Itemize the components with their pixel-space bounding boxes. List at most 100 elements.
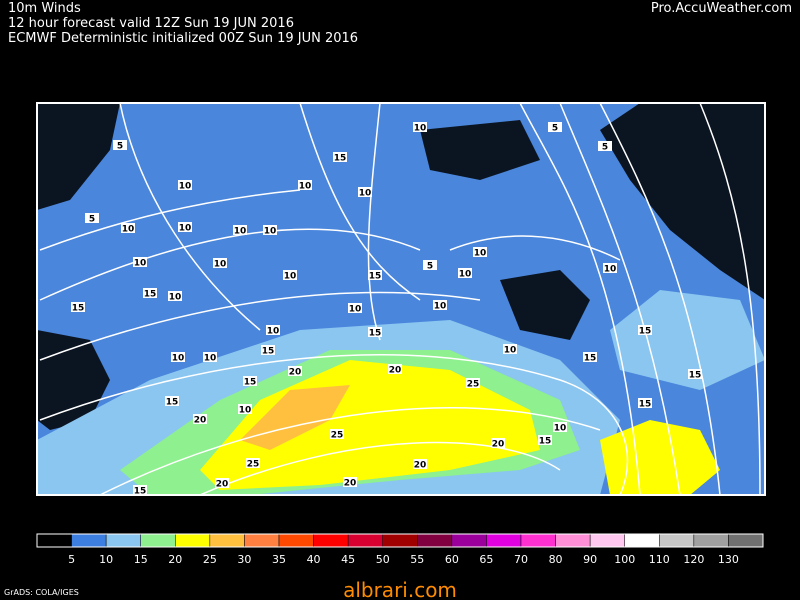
label-box xyxy=(583,352,597,362)
streamline xyxy=(519,102,641,496)
watermark: albrari.com xyxy=(343,578,457,600)
streamline xyxy=(559,102,681,496)
label-box xyxy=(348,303,362,313)
label-box xyxy=(178,180,192,190)
contour-label: 15 xyxy=(262,347,275,357)
streamline xyxy=(367,102,381,341)
subtitle: 12 hour forecast valid 12Z Sun 19 JUN 20… xyxy=(8,16,294,31)
streamline xyxy=(39,354,629,496)
contour-label: 25 xyxy=(467,380,480,390)
legend-label: 100 xyxy=(614,553,635,566)
legend-label: 20 xyxy=(168,553,182,566)
contour-label: 10 xyxy=(604,265,617,275)
label-box xyxy=(548,122,562,132)
legend-label: 50 xyxy=(376,553,390,566)
contour-label: 10 xyxy=(359,189,372,199)
legend-swatch xyxy=(417,533,453,548)
contour-label: 5 xyxy=(427,262,433,272)
legend-label: 5 xyxy=(68,553,75,566)
contour-label: 20 xyxy=(194,416,207,426)
label-box xyxy=(133,257,147,267)
legend-label: 80 xyxy=(549,553,563,566)
label-box xyxy=(333,152,347,162)
label-box xyxy=(466,378,480,388)
contour-label: 10 xyxy=(122,225,135,235)
contour-label: 10 xyxy=(169,293,182,303)
legend-label: 70 xyxy=(514,553,528,566)
legend-swatch xyxy=(520,533,556,548)
wind-area xyxy=(200,360,540,490)
legend-swatch xyxy=(175,533,211,548)
legend-label: 40 xyxy=(307,553,321,566)
label-box xyxy=(638,325,652,335)
label-box xyxy=(433,300,447,310)
legend-label: 110 xyxy=(649,553,670,566)
legend-label: 10 xyxy=(99,553,113,566)
legend-label: 35 xyxy=(272,553,286,566)
label-box xyxy=(603,263,617,273)
label-box xyxy=(368,270,382,280)
label-box xyxy=(171,352,185,362)
streamline xyxy=(39,228,421,301)
site-name: Pro.AccuWeather.com xyxy=(651,1,792,16)
label-box xyxy=(178,222,192,232)
label-box xyxy=(343,477,357,487)
label-box xyxy=(213,258,227,268)
calm-area xyxy=(500,270,590,340)
streamline xyxy=(199,441,561,496)
contour-label: 10 xyxy=(504,346,517,356)
label-box xyxy=(193,414,207,424)
contour-label: 10 xyxy=(239,406,252,416)
map-frame xyxy=(36,102,766,496)
legend-label: 90 xyxy=(583,553,597,566)
wind-area xyxy=(600,420,720,495)
legend-swatch xyxy=(382,533,418,548)
legend-swatch xyxy=(589,533,625,548)
contour-label: 10 xyxy=(214,260,227,270)
legend-swatch xyxy=(140,533,176,548)
contour-label: 5 xyxy=(602,143,608,153)
contour-label: 20 xyxy=(289,368,302,378)
legend-swatch xyxy=(244,533,280,548)
contour-label: 5 xyxy=(89,215,95,225)
calm-area xyxy=(420,120,540,180)
calm-area xyxy=(37,103,120,210)
contour-label: 15 xyxy=(539,437,552,447)
legend-label: 130 xyxy=(718,553,739,566)
contour-label: 10 xyxy=(179,182,192,192)
contour-label: 10 xyxy=(264,227,277,237)
color-legend: 5 10 15 20 25 30 35 40 45 50 55 60 65 70 80 90 100 110 120… xyxy=(36,533,764,566)
contour-label: 20 xyxy=(414,461,427,471)
legend-swatch xyxy=(486,533,522,548)
contour-label: 5 xyxy=(117,142,123,152)
streamline xyxy=(699,102,761,496)
streamline xyxy=(449,235,621,261)
contour-label: 10 xyxy=(179,224,192,234)
streamline xyxy=(599,102,721,496)
legend-swatch xyxy=(313,533,349,548)
label-box xyxy=(330,429,344,439)
contour-label: 20 xyxy=(344,479,357,489)
contour-label: 15 xyxy=(369,329,382,339)
contour-label: 15 xyxy=(144,290,157,300)
contour-label: 10 xyxy=(284,272,297,282)
label-box xyxy=(71,302,85,312)
legend-label: 120 xyxy=(683,553,704,566)
label-box xyxy=(298,180,312,190)
contour-label: 15 xyxy=(639,327,652,337)
streamline xyxy=(39,189,301,251)
legend-swatch xyxy=(347,533,383,548)
legend-frame xyxy=(36,533,764,548)
wind-area xyxy=(240,385,350,450)
label-box xyxy=(503,344,517,354)
label-box xyxy=(168,291,182,301)
legend-swatch xyxy=(105,533,141,548)
label-box xyxy=(266,325,280,335)
contour-label: 25 xyxy=(331,431,344,441)
label-box xyxy=(233,225,247,235)
legend-label: 60 xyxy=(445,553,459,566)
contour-label: 15 xyxy=(369,272,382,282)
label-box xyxy=(473,247,487,257)
